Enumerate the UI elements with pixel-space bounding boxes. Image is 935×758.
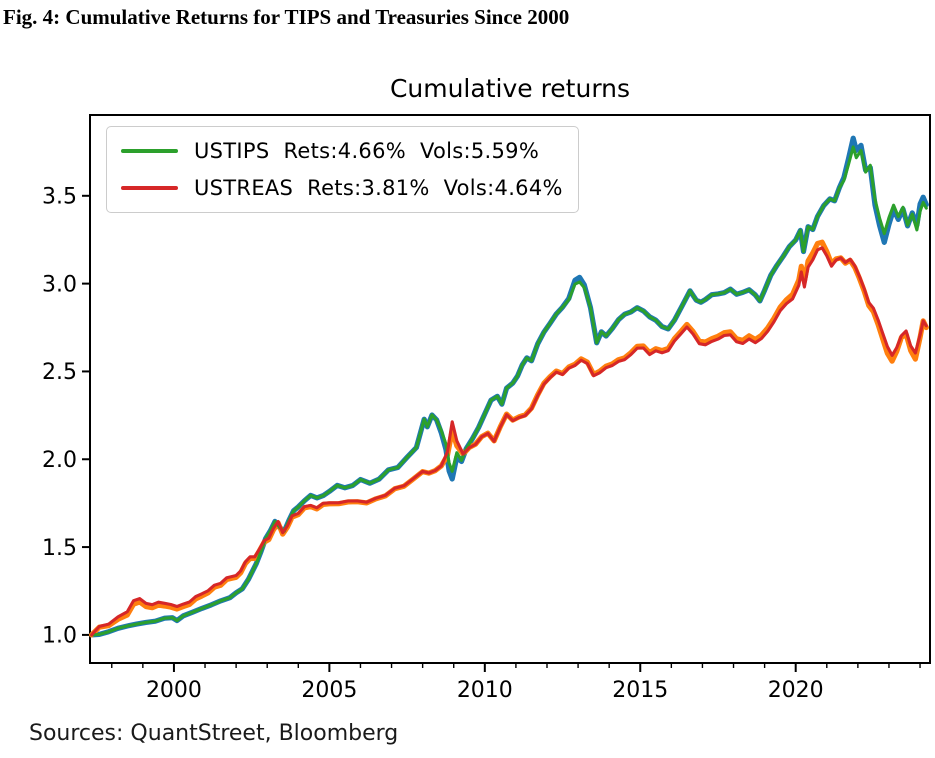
svg-text:2010: 2010 [457,678,513,703]
svg-text:2000: 2000 [146,678,202,703]
figure-caption: Fig. 4: Cumulative Returns for TIPS and … [3,5,570,29]
svg-text:2020: 2020 [768,678,824,703]
svg-text:3.0: 3.0 [42,272,77,297]
svg-text:3.5: 3.5 [42,184,77,209]
svg-text:2015: 2015 [612,678,668,703]
ustreas-line-swatch [121,186,178,190]
svg-text:2.0: 2.0 [42,448,77,473]
legend-item-ustips: USTIPS Rets:4.66% Vols:5.59% [121,136,563,166]
svg-text:1.5: 1.5 [42,536,77,561]
legend-label-ustreas: USTREAS Rets:3.81% Vols:4.64% [194,176,563,200]
sources-note: Sources: QuantStreet, Bloomberg [29,721,399,746]
legend-item-ustreas: USTREAS Rets:3.81% Vols:4.64% [121,173,563,203]
ustips-line-swatch [121,149,178,153]
legend-label-ustips: USTIPS Rets:4.66% Vols:5.59% [194,139,540,163]
svg-text:1.0: 1.0 [42,624,77,649]
svg-text:2005: 2005 [301,678,357,703]
svg-text:2.5: 2.5 [42,360,77,385]
chart-title: Cumulative returns [389,74,631,103]
chart-legend: USTIPS Rets:4.66% Vols:5.59% USTREAS Ret… [106,126,579,213]
